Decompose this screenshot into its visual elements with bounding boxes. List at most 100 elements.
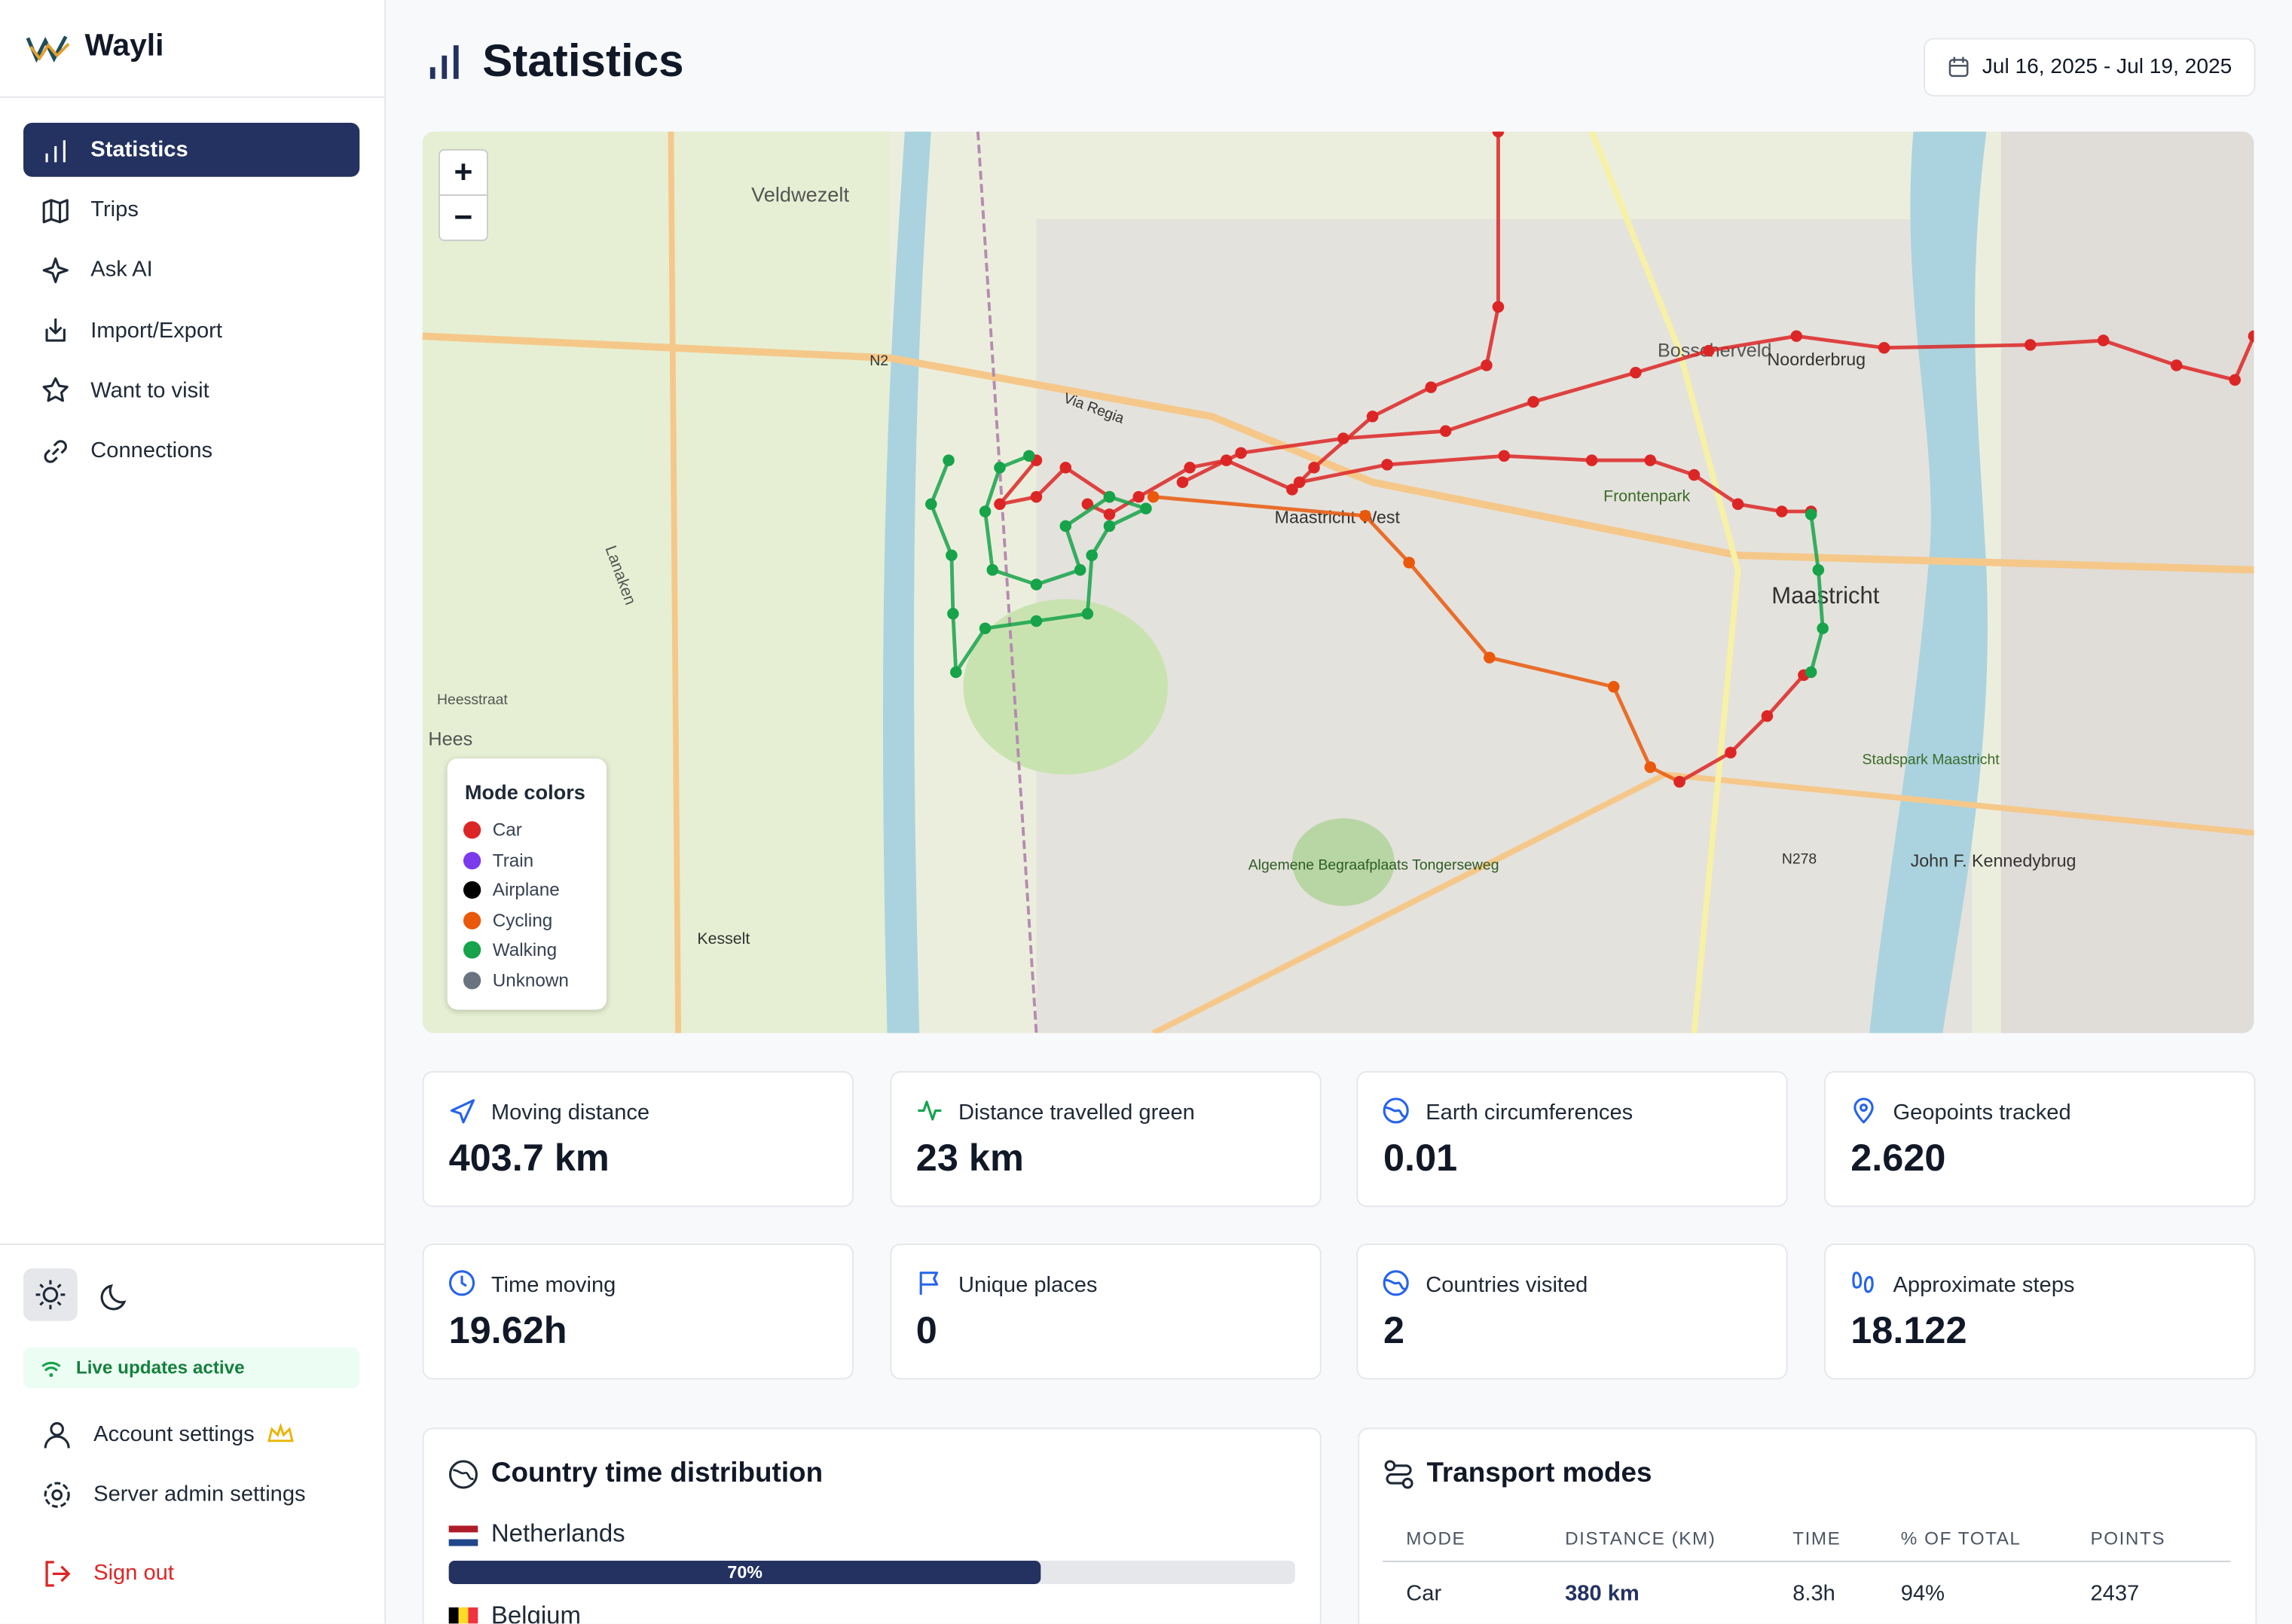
date-range-picker[interactable]: Jul 16, 2025 - Jul 19, 2025 xyxy=(1924,38,2256,97)
route-point xyxy=(1403,557,1415,569)
route-point xyxy=(2170,359,2183,371)
progress-label: 70% xyxy=(727,1561,763,1583)
icon-path xyxy=(42,198,69,223)
legend-label: Unknown xyxy=(492,970,569,991)
route-point xyxy=(1081,608,1094,620)
road xyxy=(422,332,2254,574)
country-panel: Country time distribution Netherlands 70%… xyxy=(422,1427,1322,1624)
nav-label: Want to visit xyxy=(90,378,209,404)
route-point xyxy=(1132,490,1145,503)
route-point xyxy=(1147,490,1160,503)
river-maas xyxy=(1869,131,1988,1033)
progress-track: 70% xyxy=(448,1560,1295,1584)
icon-path xyxy=(1383,1270,1410,1296)
nav-item[interactable]: Connections xyxy=(23,424,359,478)
route-point xyxy=(1492,301,1505,313)
wifi-icon xyxy=(41,1361,61,1378)
route-point xyxy=(1731,498,1744,511)
map[interactable]: Veldwezelt Bosscherveld Noorderbrug Maas… xyxy=(422,131,2254,1033)
route-point xyxy=(946,549,958,561)
icon xyxy=(1383,1097,1410,1124)
stat-label: Approximate steps xyxy=(1893,1272,2075,1298)
route-point xyxy=(1805,508,1817,520)
account-settings[interactable]: Account settings xyxy=(23,1407,359,1461)
light-mode-button[interactable] xyxy=(23,1268,78,1321)
stat-card: Countries visited 2 xyxy=(1357,1243,1789,1380)
server-admin-settings[interactable]: Server admin settings xyxy=(23,1467,359,1522)
route-point xyxy=(1484,652,1496,664)
flag xyxy=(448,1607,478,1624)
nav-item[interactable]: Trips xyxy=(23,183,359,237)
route-point xyxy=(1140,502,1152,514)
route-point xyxy=(1703,344,1715,357)
route-point xyxy=(1878,341,1890,354)
map-urban xyxy=(2000,131,2254,1033)
legend-item: Unknown xyxy=(463,970,569,991)
panel-title: Transport modes xyxy=(1426,1458,1652,1489)
route-car xyxy=(1181,334,2254,484)
divider xyxy=(0,1243,385,1245)
nav-item[interactable]: Want to visit xyxy=(23,364,359,418)
route-point xyxy=(1059,520,1072,533)
column-header: % OF TOTAL xyxy=(1900,1516,2091,1562)
map-label: Maastricht xyxy=(1771,582,1880,609)
icon-path xyxy=(450,1099,475,1124)
nav-label: Import/Export xyxy=(90,318,222,343)
brand: Wayli xyxy=(84,29,164,63)
map-label: Hees xyxy=(428,728,472,749)
zoom-out[interactable]: − xyxy=(439,194,488,242)
route-point xyxy=(1103,520,1116,533)
logo xyxy=(26,35,70,63)
nav-label: Ask AI xyxy=(90,258,153,283)
route-point xyxy=(979,505,992,517)
route-point xyxy=(1081,498,1094,511)
route-point xyxy=(994,498,1006,511)
sidebar: Wayli Statistics Trips Ask AI Import/Export… xyxy=(0,0,387,1624)
route-point xyxy=(1790,330,1803,342)
crown-icon xyxy=(267,1422,294,1442)
route-point xyxy=(1103,490,1116,503)
route-point xyxy=(925,498,937,511)
nav-item[interactable]: Import/Export xyxy=(23,304,359,358)
nav-item[interactable]: Ask AI xyxy=(23,243,359,298)
column-header: POINTS xyxy=(2090,1516,2231,1562)
stat-label: Geopoints tracked xyxy=(1893,1100,2071,1125)
flag-stripe xyxy=(448,1525,478,1533)
stat-value: 18.122 xyxy=(1850,1308,1967,1352)
route-point xyxy=(1023,450,1035,462)
flag-stripe xyxy=(448,1539,478,1546)
icon-path xyxy=(42,257,69,283)
icon xyxy=(450,1099,475,1124)
status-text: Live updates active xyxy=(75,1357,245,1378)
stat-value: 2 xyxy=(1383,1308,1405,1352)
route-point xyxy=(1527,395,1539,408)
calendar-icon xyxy=(1948,56,1969,78)
icon xyxy=(917,1100,941,1121)
route-car xyxy=(1678,673,1805,784)
stat-card: Time moving 19.62h xyxy=(422,1243,854,1380)
nav-item[interactable]: Statistics xyxy=(23,122,360,177)
icon xyxy=(919,1271,938,1295)
route-point xyxy=(2229,374,2242,386)
route-point xyxy=(1817,622,1829,634)
route-point xyxy=(994,462,1006,474)
dark-mode-button[interactable] xyxy=(96,1274,137,1315)
route-point xyxy=(947,608,959,620)
route-walking xyxy=(1809,514,1825,673)
icon xyxy=(449,1270,475,1296)
icon xyxy=(1853,1097,1874,1124)
route-point xyxy=(1725,746,1737,759)
icon xyxy=(42,257,69,283)
route-point xyxy=(1359,510,1371,522)
icon-path xyxy=(45,139,66,162)
map-park xyxy=(963,599,1169,775)
live-status: Live updates active xyxy=(23,1347,360,1388)
nav-label: Connections xyxy=(90,438,213,463)
legend-swatch xyxy=(463,851,481,869)
sign-out[interactable]: Sign out xyxy=(23,1546,359,1601)
legend-swatch xyxy=(463,942,481,960)
table-cell: Car xyxy=(1406,1580,1442,1606)
zoom-in[interactable]: + xyxy=(439,148,488,196)
route-point xyxy=(1086,549,1098,561)
